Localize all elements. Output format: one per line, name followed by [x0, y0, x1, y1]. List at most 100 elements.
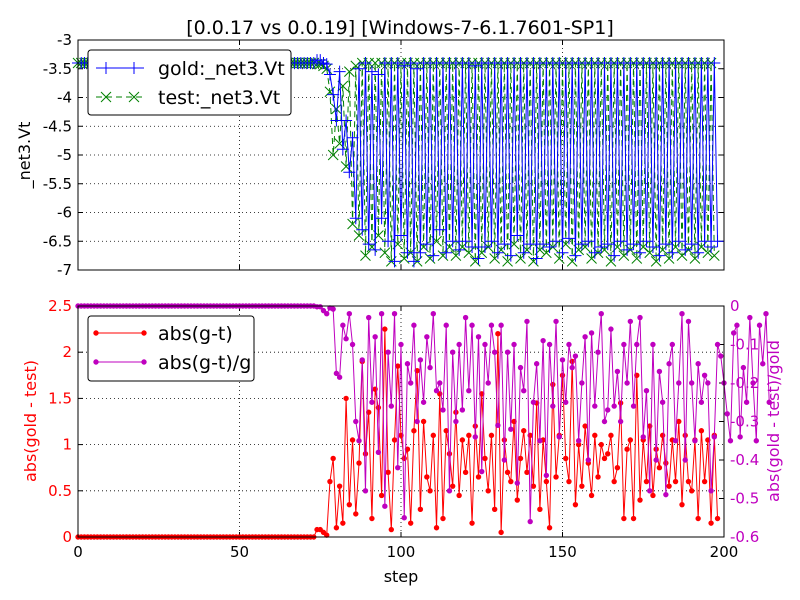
data-point	[579, 380, 585, 386]
data-point	[617, 418, 624, 425]
data-point	[453, 418, 459, 425]
data-point	[430, 311, 436, 317]
bottom-legend: abs(g-t) abs(g-t)/g	[87, 315, 255, 382]
data-point	[508, 478, 514, 485]
data-point	[575, 438, 582, 444]
y-tick-label: 1.5	[48, 389, 72, 407]
data-point	[333, 525, 340, 531]
data-point	[543, 241, 556, 253]
y-tick-label: -3	[57, 31, 72, 49]
data-point	[488, 322, 495, 328]
bottom-ticks: 0 50 100 150 200 0 0.5 1 1.5 2 2.5 -0.6 -0.5 -0.4 -0.3…	[48, 297, 759, 561]
data-point	[692, 438, 698, 444]
data-point	[524, 238, 537, 251]
data-point	[666, 246, 679, 259]
y-tick-label-right: 0	[730, 297, 740, 315]
data-point	[611, 403, 617, 409]
data-point	[533, 361, 540, 367]
data-point	[566, 341, 572, 348]
data-point	[659, 399, 666, 405]
data-point	[475, 334, 482, 340]
data-point	[327, 88, 340, 101]
bottom-legend-box	[87, 315, 255, 382]
bottom-ylabel-left: abs(gold - test)	[21, 360, 40, 482]
data-point	[362, 488, 369, 494]
data-point	[379, 247, 391, 259]
data-point	[353, 511, 359, 517]
data-point	[414, 418, 420, 425]
data-point	[679, 311, 685, 317]
data-point	[420, 399, 427, 405]
y-tick-label: 2.5	[48, 297, 72, 315]
data-point	[572, 353, 579, 359]
data-point	[530, 399, 537, 405]
data-point	[414, 246, 427, 259]
data-point	[404, 361, 411, 367]
data-point	[517, 455, 524, 462]
data-point	[569, 364, 575, 371]
data-point	[679, 501, 685, 508]
data-point	[608, 249, 621, 262]
bottom-axes-frame	[77, 305, 725, 538]
data-point	[501, 457, 508, 463]
figure-title: [0.0.17 vs 0.0.19] [Windows-7-6.1.7601-S…	[186, 17, 613, 39]
data-point	[317, 57, 330, 69]
data-point	[333, 65, 346, 78]
data-point	[634, 341, 640, 348]
data-point	[349, 212, 362, 225]
dot-marker-icon	[141, 330, 147, 336]
y-tick-label: -5	[57, 146, 72, 164]
data-point	[685, 238, 698, 251]
data-point	[336, 374, 343, 380]
data-point	[349, 341, 356, 348]
data-point	[495, 331, 501, 337]
data-point	[711, 434, 718, 440]
data-point	[362, 238, 375, 251]
data-point	[695, 515, 701, 522]
data-point	[462, 57, 475, 69]
data-point	[630, 515, 637, 522]
data-point	[453, 243, 466, 256]
data-point	[427, 488, 433, 494]
data-point	[456, 341, 462, 348]
x-tick-label: 100	[387, 543, 416, 561]
data-point	[666, 483, 672, 489]
data-point	[340, 114, 353, 127]
data-point	[530, 252, 543, 265]
data-point	[608, 326, 614, 332]
data-point	[382, 326, 388, 332]
data-point	[369, 243, 382, 256]
data-point	[437, 380, 443, 386]
data-point	[362, 451, 369, 457]
data-point	[459, 235, 472, 248]
data-point	[572, 501, 579, 508]
bottom-panel: 0 50 100 150 200 0 0.5 1 1.5 2 2.5 -0.6 -0.5 -0.4 -0.3…	[21, 297, 783, 586]
data-point	[614, 368, 621, 375]
data-point	[407, 520, 414, 526]
y-tick-label: -6.5	[43, 232, 72, 250]
data-point	[627, 318, 634, 325]
y-tick-label: -5.5	[43, 175, 72, 193]
data-point	[537, 438, 543, 444]
dot-marker-icon	[93, 330, 99, 336]
data-point	[640, 235, 653, 248]
data-point	[543, 472, 550, 479]
bottom-grid	[78, 306, 724, 537]
data-point	[582, 235, 595, 248]
data-point	[734, 322, 740, 328]
data-point	[588, 492, 595, 499]
data-point	[546, 341, 553, 348]
data-point	[401, 246, 414, 259]
top-legend: gold:_net3.Vt test:_net3.Vt	[87, 49, 292, 116]
data-point	[491, 349, 498, 355]
data-point	[714, 515, 721, 522]
data-point	[479, 468, 485, 475]
data-point	[595, 474, 601, 480]
data-point	[369, 515, 375, 522]
data-point	[482, 341, 488, 348]
data-point	[711, 235, 724, 248]
data-point	[634, 246, 647, 259]
data-point	[511, 229, 524, 242]
plus-marker-icon	[100, 62, 112, 74]
